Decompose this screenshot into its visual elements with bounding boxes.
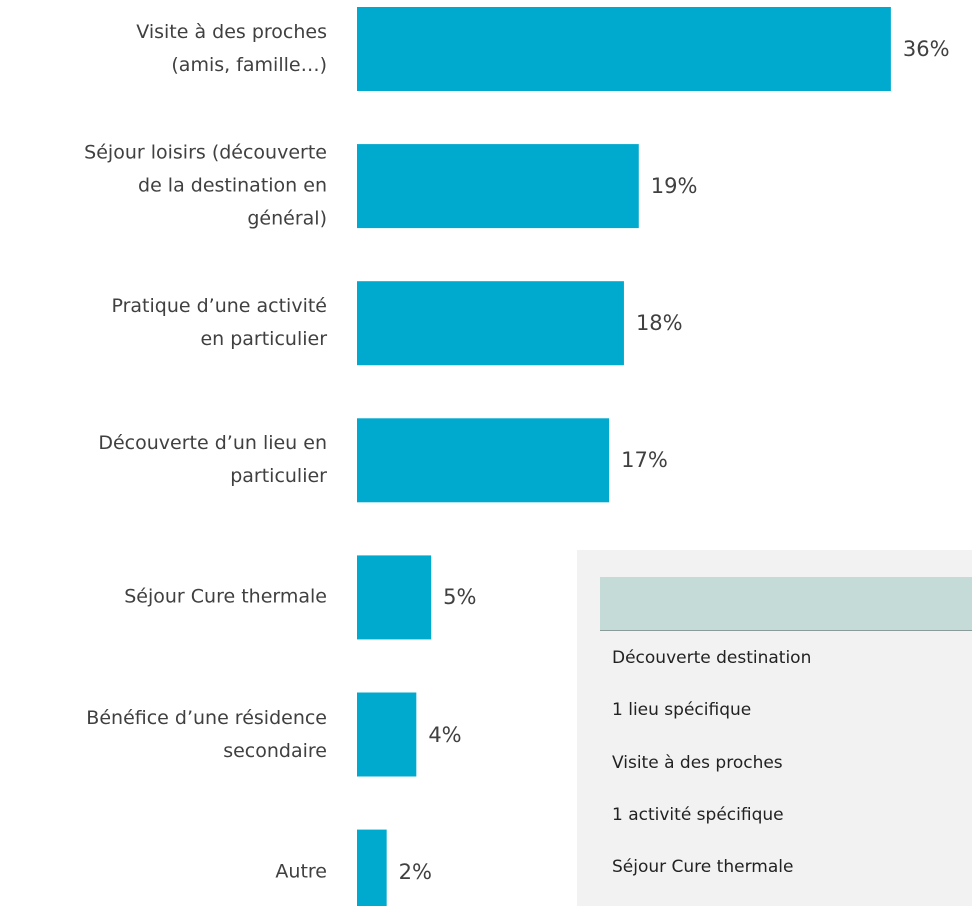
- bar: [357, 144, 639, 229]
- table-row: 1 activité spécifique: [612, 804, 784, 825]
- bar: [357, 418, 610, 503]
- panel-header: [600, 577, 972, 631]
- table-row: Visite à des proches: [612, 752, 783, 773]
- value-label: 2%: [398, 859, 432, 884]
- category-label: Séjour Cure thermale: [124, 585, 327, 608]
- value-label: 18%: [635, 311, 683, 336]
- category-label: Découverte d’un lieu en particulier: [98, 432, 327, 488]
- category-label: Séjour loisirs (découverte de la destina…: [84, 141, 327, 230]
- value-label: 5%: [443, 585, 477, 610]
- value-label: 36%: [902, 37, 950, 61]
- table-row: Séjour Cure thermale: [612, 857, 794, 878]
- bar: [357, 7, 891, 91]
- value-label: 19%: [650, 174, 698, 199]
- bar: [357, 555, 432, 640]
- bar: [357, 692, 417, 777]
- table-row: Découverte destination: [612, 648, 812, 668]
- category-label: Visite à des proches (amis, famille…): [136, 21, 327, 76]
- table-row: 1 lieu spécifique: [612, 700, 752, 721]
- bar: [357, 281, 624, 366]
- category-label: Bénéfice d’une résidence secondaire: [86, 706, 327, 762]
- category-label: Autre: [275, 860, 327, 883]
- value-label: 17%: [621, 448, 668, 473]
- legend-panel: Découverte destination 1 lieu spécifique V…: [577, 550, 972, 906]
- bar: [357, 829, 387, 906]
- value-label: 4%: [428, 722, 462, 747]
- category-label: Pratique d’une activité en particulier: [111, 295, 327, 351]
